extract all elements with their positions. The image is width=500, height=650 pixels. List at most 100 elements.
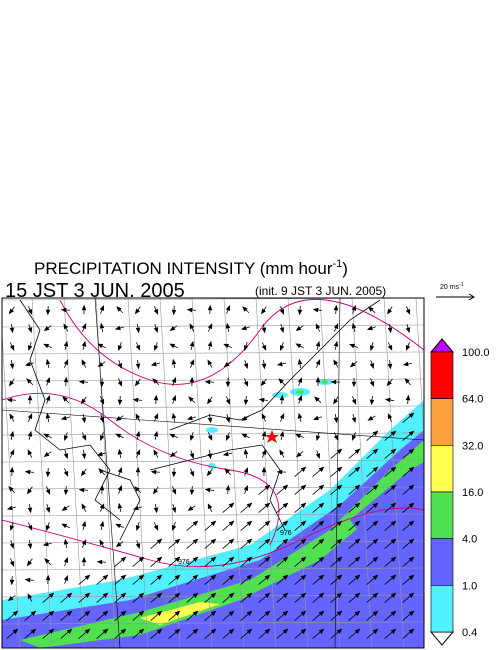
- wind-arrowhead: [153, 449, 159, 456]
- wind-arrowhead: [223, 343, 230, 349]
- wind-arrowhead: [6, 397, 13, 403]
- grid-line: [351, 298, 373, 648]
- grid-line: [319, 298, 341, 648]
- wind-arrowhead: [207, 398, 213, 405]
- valid-time: 15 JST 3 JUN. 2005: [5, 280, 185, 302]
- wind-arrowhead: [174, 556, 181, 562]
- grid-line: [383, 298, 405, 648]
- wind-arrowhead: [318, 484, 325, 490]
- wind-arrowhead: [120, 592, 127, 598]
- wind-arrowhead: [282, 538, 289, 544]
- wind-arrowhead: [96, 451, 103, 457]
- wind-arrowhead: [153, 507, 159, 514]
- wind-arrowhead: [408, 412, 415, 418]
- wind-arrowhead: [240, 325, 247, 331]
- wind-arrowhead: [318, 520, 325, 526]
- wind-arrowhead: [390, 628, 397, 634]
- wind-arrowhead: [207, 434, 213, 441]
- wind-arrowhead: [135, 449, 141, 456]
- coastlines: [19, 299, 381, 541]
- wind-arrowhead: [210, 556, 217, 562]
- wind-arrowhead: [99, 503, 105, 510]
- wind-arrowhead: [243, 485, 249, 491]
- wind-arrowhead: [63, 557, 69, 563]
- wind-arrowhead: [24, 469, 31, 475]
- wind-arrowhead: [171, 377, 177, 383]
- wind-arrowhead: [243, 345, 249, 352]
- wind-arrowhead: [27, 449, 33, 456]
- wind-arrowhead: [27, 524, 33, 531]
- colorbar-segment: [430, 398, 454, 446]
- wind-arrowhead: [26, 378, 32, 384]
- wind-arrowhead: [333, 304, 339, 311]
- wind-arrowhead: [7, 595, 14, 602]
- wind-arrowhead: [115, 523, 122, 529]
- wind-arrowhead: [99, 322, 105, 329]
- colorbar-segment: [430, 585, 454, 633]
- wind-arrowhead: [9, 543, 15, 550]
- wind-arrowhead: [152, 378, 158, 384]
- grid-line: [334, 298, 341, 648]
- wind-arrowhead: [24, 577, 31, 583]
- wind-arrowhead: [372, 520, 379, 526]
- wind-arrowhead: [135, 525, 141, 532]
- wind-arrowhead: [117, 502, 123, 509]
- colorbar-segment: [430, 351, 454, 399]
- wind-arrowhead: [372, 484, 379, 490]
- wind-arrowhead: [405, 308, 411, 315]
- wind-arrowhead: [207, 503, 213, 510]
- wind-arrowhead: [63, 376, 69, 383]
- wind-arrowhead: [117, 485, 123, 491]
- grid-line: [2, 513, 424, 517]
- wind-arrowhead: [390, 520, 397, 526]
- wind-arrowhead: [228, 610, 235, 616]
- wind-arrowhead: [9, 466, 15, 473]
- wind-arrowhead: [102, 574, 109, 580]
- wind-arrowhead: [261, 308, 267, 315]
- wind-arrowhead: [45, 525, 51, 531]
- wind-arrowhead: [174, 610, 181, 616]
- wind-arrowhead: [372, 466, 379, 472]
- wind-arrowhead: [156, 610, 163, 616]
- wind-arrowhead: [387, 344, 393, 351]
- wind-arrowhead: [9, 579, 15, 586]
- wind-arrowhead: [78, 379, 85, 385]
- init-time: (init. 9 JST 3 JUN. 2005): [255, 284, 386, 298]
- wind-arrowhead: [408, 484, 415, 490]
- wind-arrowhead: [333, 323, 339, 330]
- wind-arrowhead: [45, 507, 51, 514]
- wind-arrowhead: [153, 413, 159, 420]
- wind-arrowhead: [354, 592, 361, 598]
- wind-arrowhead: [189, 323, 195, 330]
- colorbar-label: 100.0: [462, 347, 490, 359]
- wind-arrowhead: [404, 377, 410, 384]
- wind-arrowhead: [171, 309, 177, 316]
- wind-arrowhead: [279, 345, 285, 351]
- wind-arrowhead: [261, 449, 267, 456]
- wind-arrowhead: [333, 340, 339, 347]
- wind-arrowhead: [372, 592, 379, 598]
- wind-arrowhead: [63, 359, 69, 366]
- wind-arrowhead: [99, 417, 105, 424]
- wind-arrowhead: [390, 610, 397, 616]
- wind-arrowhead: [336, 466, 343, 472]
- vector-key-sup: -1: [459, 282, 464, 288]
- wind-arrowhead: [189, 489, 195, 496]
- wind-arrowhead: [372, 538, 379, 544]
- wind-arrowhead: [300, 502, 307, 508]
- wind-arrowhead: [156, 556, 163, 562]
- wind-arrowhead: [98, 468, 104, 474]
- wind-arrowhead: [354, 610, 361, 616]
- wind-arrowhead: [318, 628, 325, 634]
- wind-arrowhead: [318, 502, 325, 508]
- wind-arrowhead: [66, 592, 73, 598]
- wind-arrowhead: [336, 484, 343, 490]
- wind-arrowhead: [43, 326, 50, 332]
- wind-arrowhead: [278, 378, 284, 384]
- wind-arrowhead: [300, 574, 307, 580]
- wind-arrowhead: [30, 628, 37, 634]
- grid-line: [31, 298, 53, 648]
- wind-arrowhead: [135, 543, 141, 550]
- grid-line: [191, 298, 213, 648]
